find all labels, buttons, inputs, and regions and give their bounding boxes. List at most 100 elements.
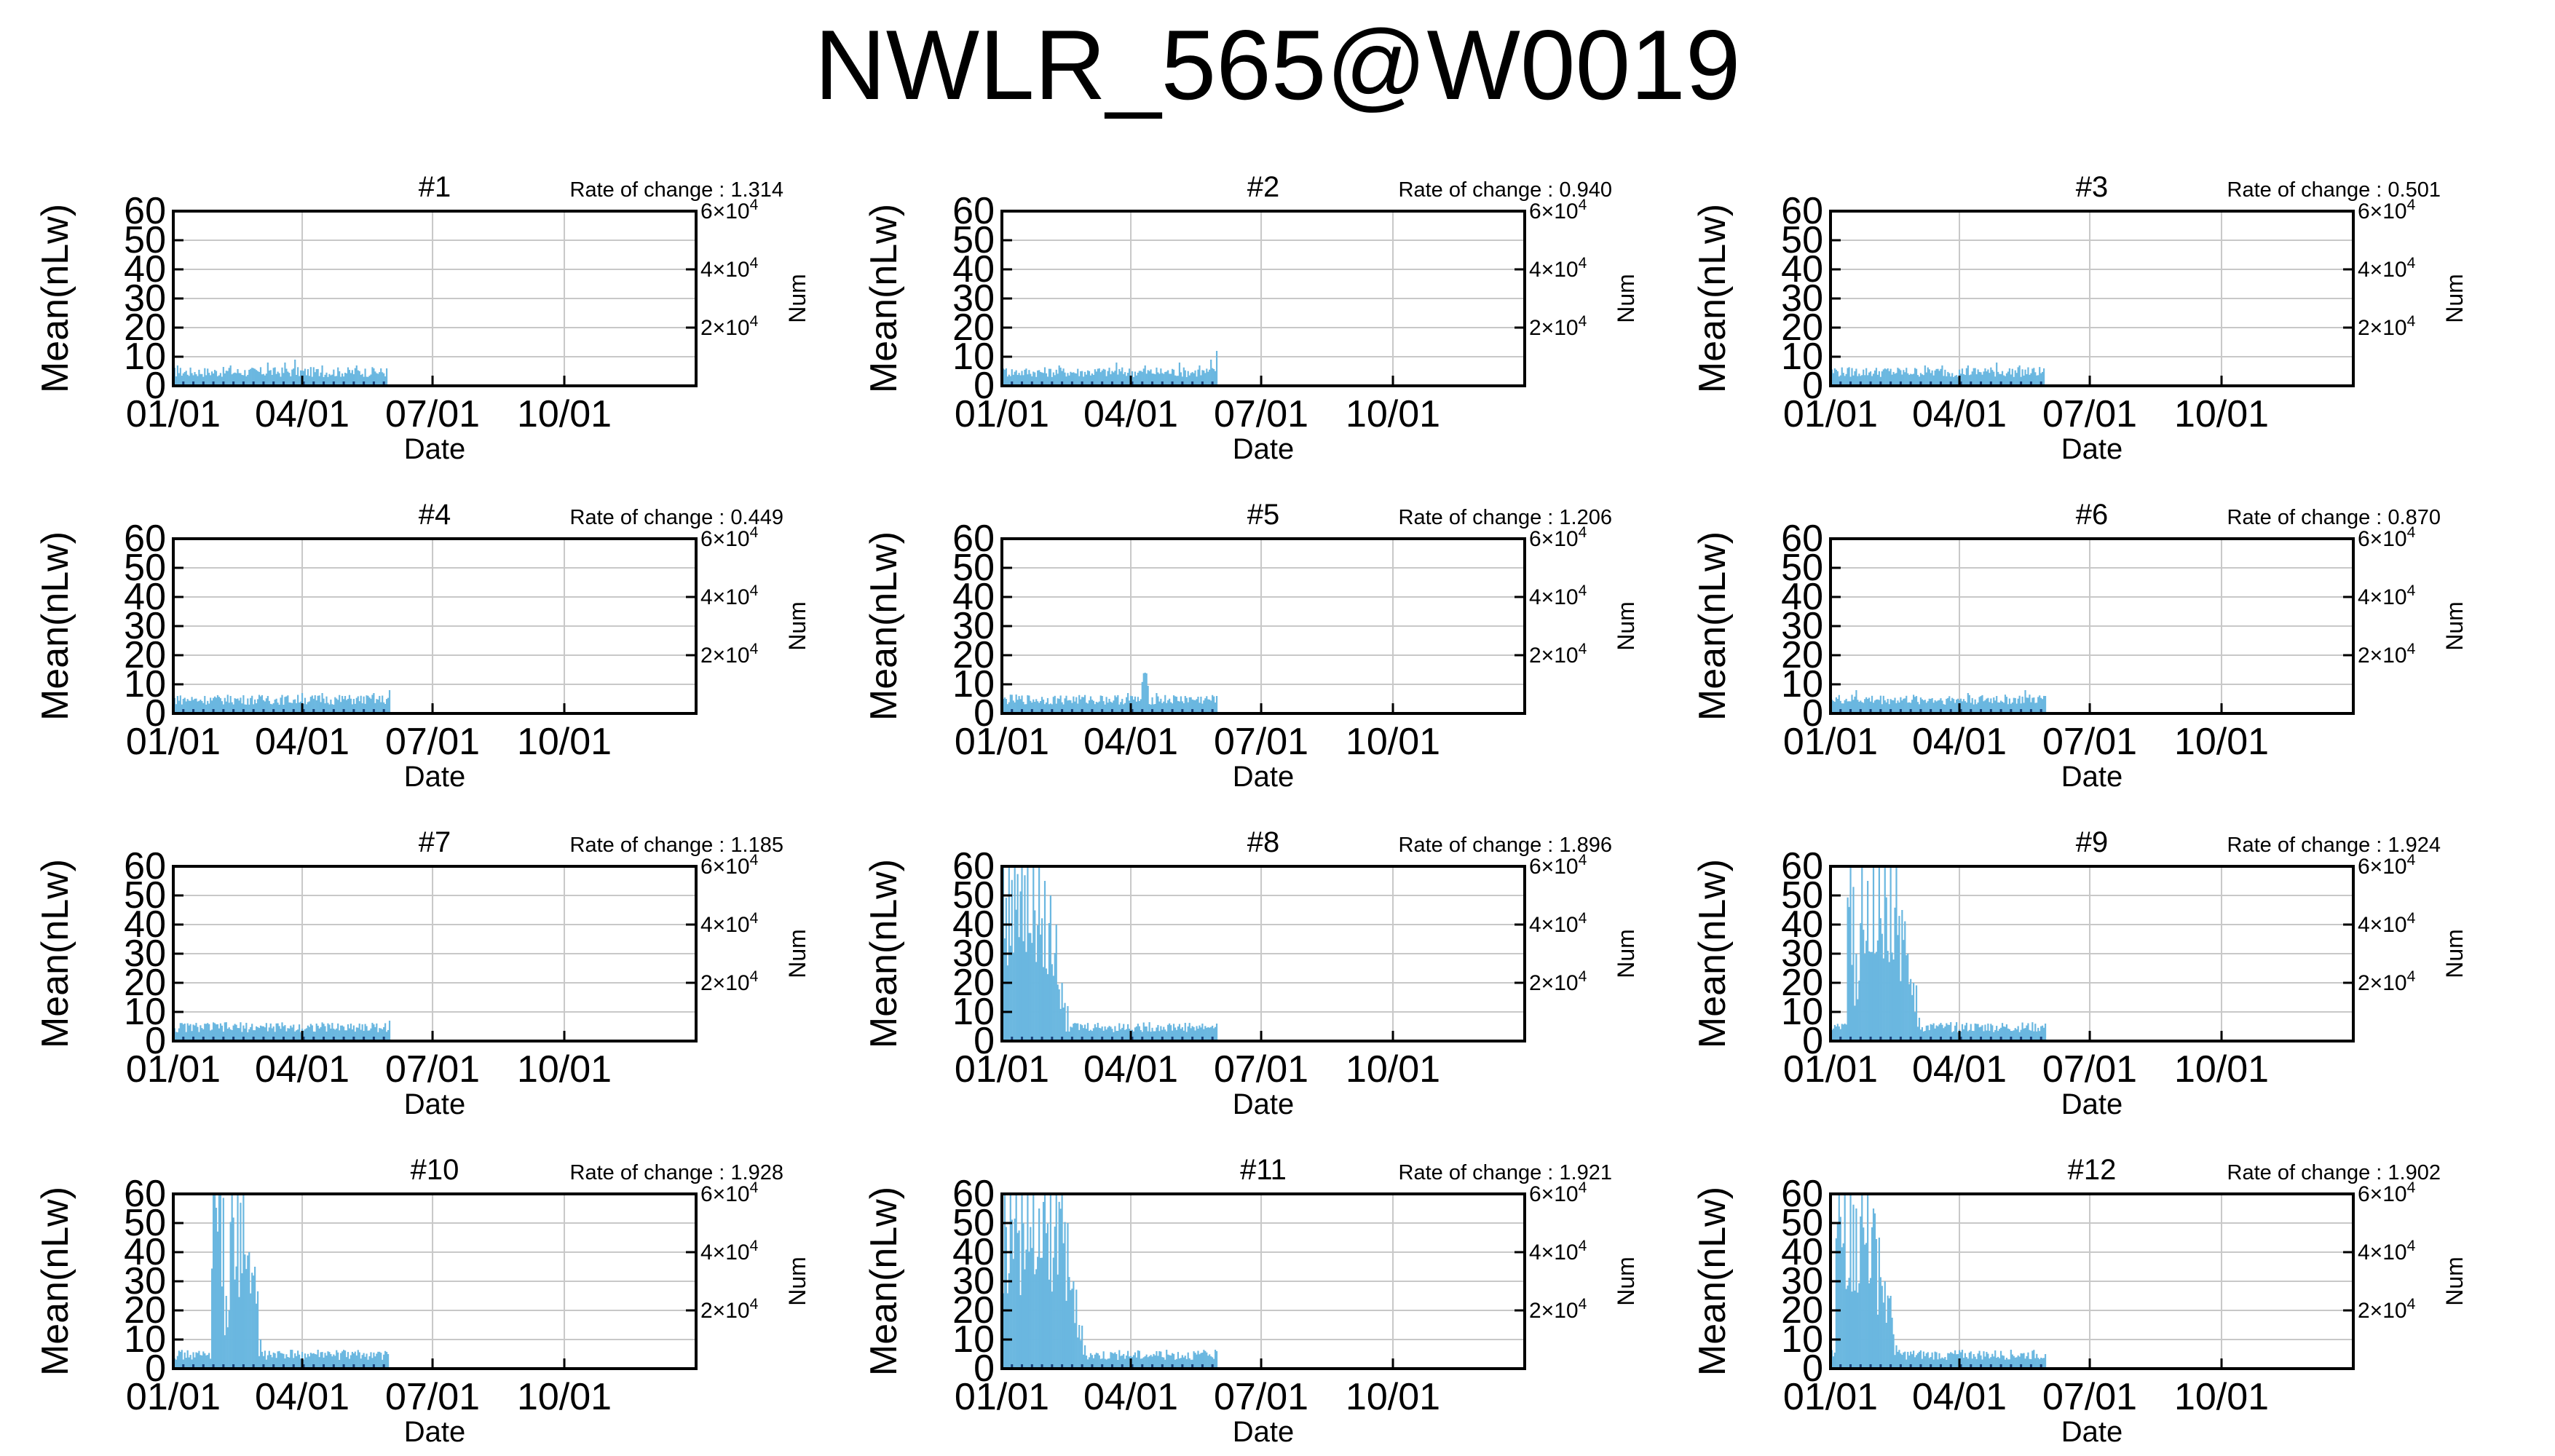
x-tick-label: 04/01: [1083, 721, 1178, 763]
y-axis-label: Mean(nLw): [34, 204, 76, 393]
y-tick-label: 40: [952, 576, 995, 618]
x-tick-label: 01/01: [126, 721, 221, 763]
x-tick-label: 07/01: [2042, 1376, 2137, 1418]
y2-tick-label: 4×104: [2358, 255, 2416, 282]
panel-title: #2: [1247, 171, 1280, 203]
y-tick-label: 20: [952, 962, 995, 1004]
y-tick-label: 10: [124, 1318, 166, 1361]
y-tick-label: 60: [124, 518, 166, 560]
y-tick-label: 0: [145, 1348, 166, 1390]
y-tick-label: 50: [1781, 219, 1823, 261]
y-tick-label: 10: [124, 336, 166, 378]
y2-tick-label: 4×104: [700, 582, 759, 609]
y-tick-label: 20: [1781, 306, 1823, 349]
y-tick-label: 60: [1781, 845, 1823, 887]
y-tick-label: 0: [974, 692, 995, 735]
rate-of-change: Rate of change : 0.501: [2227, 178, 2441, 202]
y-tick-label: 40: [952, 248, 995, 290]
x-tick-label: 07/01: [1214, 721, 1308, 763]
y-tick-label: 20: [1781, 634, 1823, 676]
rate-of-change: Rate of change : 1.896: [1399, 834, 1612, 857]
x-tick-label: 07/01: [385, 393, 480, 435]
y2-tick-label: 6×104: [2358, 1179, 2416, 1206]
x-axis-label: Date: [404, 761, 466, 793]
y2-tick-label: 2×104: [1529, 313, 1587, 340]
y-tick-label: 50: [124, 1202, 166, 1244]
y-tick-label: 60: [952, 1173, 995, 1215]
x-tick-label: 04/01: [1912, 1376, 2007, 1418]
y-tick-label: 50: [952, 547, 995, 589]
x-tick-label: 10/01: [517, 1376, 612, 1418]
x-tick-label: 01/01: [955, 1376, 1049, 1418]
y-tick-label: 20: [124, 962, 166, 1004]
x-tick-label: 01/01: [1783, 1376, 1878, 1418]
y2-axis-label: Num: [1613, 601, 1639, 651]
y2-axis-label: Num: [2441, 1257, 2468, 1306]
x-tick-label: 01/01: [126, 1048, 221, 1091]
y2-tick-label: 6×104: [700, 852, 759, 879]
y-tick-label: 0: [974, 365, 995, 407]
x-tick-label: 10/01: [2174, 393, 2269, 435]
y2-tick-label: 2×104: [700, 968, 759, 995]
x-tick-label: 10/01: [2174, 1048, 2269, 1091]
x-tick-label: 07/01: [385, 721, 480, 763]
y2-axis-label: Num: [2441, 274, 2468, 323]
y2-axis-label: Num: [1613, 274, 1639, 323]
panel-title: #3: [2076, 171, 2109, 203]
y-tick-label: 60: [124, 190, 166, 232]
y2-tick-label: 2×104: [2358, 968, 2416, 995]
y2-tick-label: 2×104: [1529, 1296, 1587, 1323]
x-axis-label: Date: [404, 433, 466, 465]
panel-title: #10: [411, 1154, 459, 1186]
y-tick-label: 20: [1781, 962, 1823, 1004]
x-axis-label: Date: [1233, 433, 1295, 465]
x-tick-label: 10/01: [2174, 721, 2269, 763]
y2-tick-label: 6×104: [2358, 197, 2416, 223]
y2-axis-label: Num: [784, 601, 810, 651]
y-tick-label: 60: [1781, 518, 1823, 560]
y-tick-label: 40: [1781, 576, 1823, 618]
y-axis-label: Mean(nLw): [34, 531, 76, 721]
x-tick-label: 10/01: [1346, 393, 1440, 435]
y2-axis-label: Num: [1613, 929, 1639, 978]
x-tick-label: 07/01: [385, 1048, 480, 1091]
x-tick-label: 07/01: [2042, 393, 2137, 435]
x-tick-label: 01/01: [1783, 393, 1878, 435]
y-tick-label: 10: [1781, 1318, 1823, 1361]
x-tick-label: 07/01: [1214, 393, 1308, 435]
x-tick-label: 04/01: [1083, 1376, 1178, 1418]
y-tick-label: 60: [1781, 1173, 1823, 1215]
y-tick-label: 40: [124, 576, 166, 618]
y-tick-label: 0: [1802, 692, 1823, 735]
rate-of-change: Rate of change : 0.940: [1399, 178, 1612, 202]
x-tick-label: 07/01: [1214, 1048, 1308, 1091]
y-tick-label: 50: [1781, 547, 1823, 589]
y2-tick-label: 6×104: [700, 1179, 759, 1206]
x-tick-label: 07/01: [2042, 1048, 2137, 1091]
y-axis-label: Mean(nLw): [1691, 1187, 1734, 1376]
y-axis-label: Mean(nLw): [863, 204, 905, 393]
y-tick-label: 50: [952, 1202, 995, 1244]
y-tick-label: 10: [124, 663, 166, 705]
y2-tick-label: 6×104: [2358, 852, 2416, 879]
x-axis-label: Date: [2061, 1416, 2123, 1448]
x-axis-label: Date: [404, 1416, 466, 1448]
y-tick-label: 30: [952, 933, 995, 975]
y-tick-label: 0: [145, 365, 166, 407]
y-tick-label: 40: [124, 903, 166, 946]
y-tick-label: 30: [124, 277, 166, 320]
y-tick-label: 0: [145, 692, 166, 735]
y2-tick-label: 6×104: [2358, 524, 2416, 551]
x-axis-label: Date: [1233, 1088, 1295, 1120]
y-tick-label: 30: [124, 933, 166, 975]
x-tick-label: 04/01: [1912, 1048, 2007, 1091]
y-tick-label: 30: [1781, 1260, 1823, 1302]
panel-title: #12: [2068, 1154, 2117, 1186]
